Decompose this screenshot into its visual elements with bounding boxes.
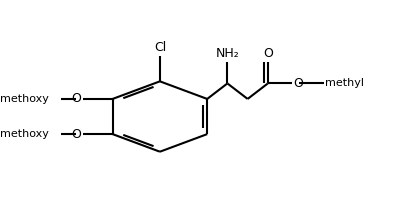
Text: O: O [71,128,81,141]
Text: methyl: methyl [325,78,364,88]
Text: O: O [293,77,303,90]
Text: Cl: Cl [154,41,166,54]
Text: methoxy: methoxy [0,129,50,139]
Text: NH₂: NH₂ [215,47,239,60]
Text: O: O [263,47,273,60]
Text: methoxy: methoxy [0,94,50,104]
Text: O: O [71,92,81,105]
